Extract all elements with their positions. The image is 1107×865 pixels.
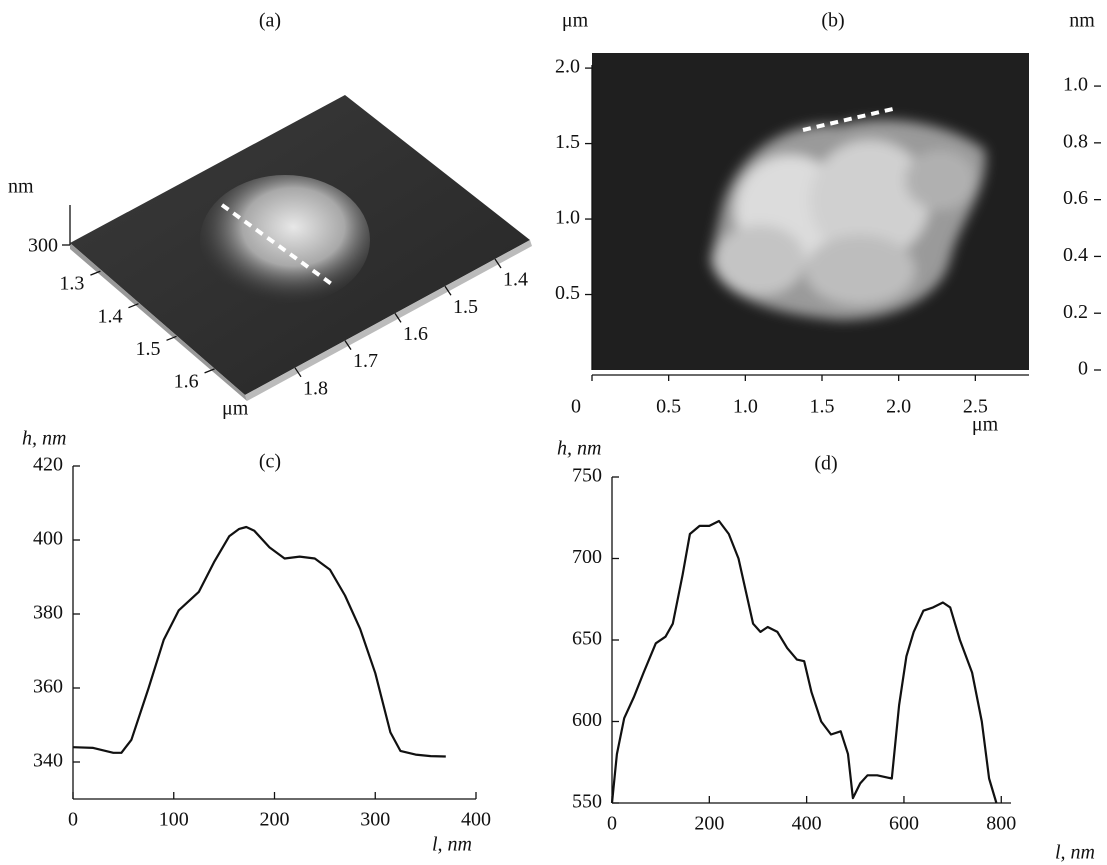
y-tick-label: 400 <box>33 528 63 550</box>
y-tick-label: 650 <box>572 628 602 650</box>
x-tick-label: 100 <box>159 809 189 831</box>
y-axis-label: μm <box>562 10 589 32</box>
y-tick-label: 1.7 <box>353 350 378 372</box>
y-tick-label: 700 <box>572 546 602 568</box>
colorbar-label: nm <box>1069 10 1095 32</box>
x-tick <box>166 335 177 341</box>
y-tick-label: 1.8 <box>303 377 328 399</box>
x-tick-label: 1.0 <box>733 396 758 418</box>
x-tick-label: 600 <box>889 813 919 835</box>
x-tick-label: 1.5 <box>136 338 161 360</box>
y-tick <box>294 367 302 378</box>
x-tick-label: 1.4 <box>97 305 122 327</box>
panel-title: (a) <box>259 10 281 32</box>
profile-line <box>802 106 898 132</box>
x-tick-label: 800 <box>986 813 1016 835</box>
x-tick-label: 300 <box>360 809 390 831</box>
particle <box>200 175 370 305</box>
x-tick-label: 2.0 <box>886 396 911 418</box>
panel-title: (d) <box>814 453 837 475</box>
y-tick-label: 550 <box>572 791 602 813</box>
panel-title: (c) <box>259 451 281 473</box>
particle-cluster <box>710 119 986 320</box>
surface-edge <box>70 243 247 401</box>
y-tick-label: 0.5 <box>555 282 580 304</box>
x-tick <box>204 368 215 374</box>
x-tick-label: 0.5 <box>656 396 681 418</box>
x-tick-label: 1.5 <box>810 396 835 418</box>
x-tick-label: 0 <box>571 396 581 418</box>
y-tick <box>444 285 452 296</box>
colorbar-tick-label: 0.8 <box>1063 130 1088 152</box>
x-axis-label: l, nm <box>432 834 472 856</box>
x-axis-label: l, nm <box>1055 842 1095 864</box>
profile-line <box>220 203 335 287</box>
x-tick-label: 1.3 <box>59 273 84 295</box>
y-tick-label: 750 <box>572 465 602 487</box>
z-tick-label: 300 <box>28 235 58 257</box>
y-tick-label: 420 <box>33 454 63 476</box>
colorbar-tick-label: 0.6 <box>1063 187 1088 209</box>
colorbar-tick-label: 0 <box>1078 358 1088 380</box>
y-tick-label: 360 <box>33 676 63 698</box>
colorbar-tick-label: 0.2 <box>1063 301 1088 323</box>
surface-edge <box>245 240 532 401</box>
z-axis-label: nm <box>8 176 34 198</box>
y-tick <box>494 258 502 269</box>
y-tick <box>344 340 352 350</box>
x-tick-label: 0 <box>607 813 617 835</box>
y-tick-label: 1.6 <box>403 323 428 345</box>
x-tick-label: 0 <box>68 809 78 831</box>
y-tick <box>394 313 402 323</box>
x-tick-label: 400 <box>792 813 822 835</box>
y-tick-label: 2.0 <box>555 56 580 78</box>
x-tick-label: 200 <box>260 809 290 831</box>
x-tick-label: 400 <box>461 809 491 831</box>
y-tick-label: 1.5 <box>453 296 478 318</box>
y-tick-label: 600 <box>572 709 602 731</box>
x-tick <box>128 303 139 309</box>
y-tick-label: 1.0 <box>555 207 580 229</box>
x-axis-label: μm <box>222 398 249 420</box>
x-axis-label: μm <box>972 414 999 436</box>
profile-curve <box>610 519 998 804</box>
colorbar-tick-label: 0.4 <box>1063 244 1088 266</box>
y-tick-label: 1.4 <box>503 269 528 291</box>
y-tick-label: 340 <box>33 750 63 772</box>
x-tick-label: 2.5 <box>963 396 988 418</box>
y-axis-label: h, nm <box>557 438 601 460</box>
colorbar-tick-label: 1.0 <box>1063 74 1088 96</box>
panel-title: (b) <box>821 10 844 32</box>
profile-curve <box>72 525 446 758</box>
y-tick-label: 380 <box>33 602 63 624</box>
x-tick-label: 1.6 <box>174 371 199 393</box>
y-tick-label: 1.5 <box>555 131 580 153</box>
x-tick-label: 200 <box>694 813 724 835</box>
y-axis-label: h, nm <box>22 428 66 450</box>
x-tick <box>90 270 101 276</box>
